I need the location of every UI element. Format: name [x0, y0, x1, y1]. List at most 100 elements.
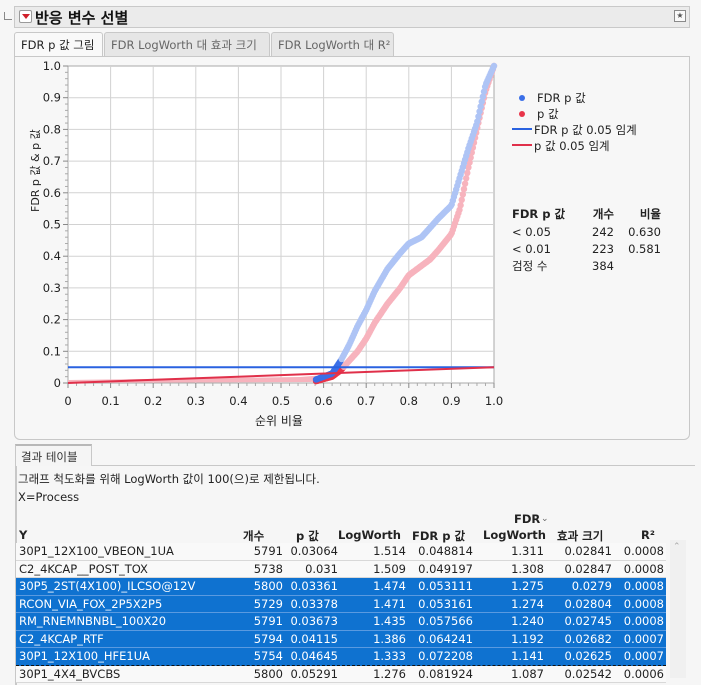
- cell-count: 5800: [253, 579, 283, 593]
- y-tick-label: 0.6: [43, 186, 61, 200]
- col-header-p-value[interactable]: p 값: [296, 529, 319, 543]
- x-axis: 0 0.1 0.2 0.3 0.4 0.5 0.6 0.7 0.8 0.9 1.0: [64, 383, 503, 408]
- cell-count: 5800: [253, 666, 283, 681]
- cell-fdr-logworth: 1.141: [511, 649, 544, 663]
- cell-fdr-logworth: 1.240: [511, 614, 544, 628]
- cell-y: RCON_VIA_FOX_2P5X2P5: [19, 596, 163, 611]
- x-tick-label: 0.8: [400, 394, 418, 408]
- table-row[interactable]: 30P1_12X100_HFE1UA 5754 0.04645 1.333 0.0722…: [16, 648, 666, 666]
- table-row[interactable]: RCON_VIA_FOX_2P5X2P5 5729 0.03378 1.471 0.05…: [16, 595, 666, 613]
- cell-y: C2_4KCAP_RTF: [19, 631, 104, 646]
- summary-cell: 223: [592, 241, 614, 256]
- vertical-scrollbar[interactable]: ⌃: [670, 540, 686, 678]
- cell-p-value: 0.05291: [290, 666, 338, 681]
- blue-line-icon: [512, 128, 532, 130]
- tab-fdr-logworth-vs-effect-size[interactable]: FDR LogWorth 대 효과 크기: [104, 32, 270, 56]
- gridlines: [68, 66, 494, 383]
- summary-cell: [614, 257, 661, 275]
- cell-fdr-p-value: 0.053111: [418, 579, 473, 593]
- y-tick-label: 0.7: [43, 154, 61, 168]
- tab-fdr-p-value-plot[interactable]: FDR p 값 그림: [14, 32, 103, 57]
- fdr-p-value-plot: 00.10.20.30.40.50.60.70.80.91.0 0 0.1 0.2 0…: [43, 59, 503, 408]
- disclosure-triangle-icon[interactable]: [4, 12, 12, 20]
- y-tick-label: 1.0: [43, 59, 61, 73]
- cell-r2: 0.0006: [623, 666, 664, 681]
- table-row[interactable]: RM_RNEMNBNBL_100X20 5791 0.03673 1.435 0.057…: [16, 613, 666, 631]
- cell-fdr-p-value: 0.081924: [418, 666, 473, 681]
- y-tick-label: 0.2: [43, 313, 61, 327]
- summary-cell: 0.581: [628, 241, 661, 256]
- cell-logworth: 1.435: [373, 614, 406, 628]
- legend-item-fdr-threshold[interactable]: FDR p 값 0.05 임계: [510, 122, 637, 138]
- star-window-icon[interactable]: ★: [674, 10, 686, 22]
- table-row[interactable]: C2_4KCAP_RTF 5794 0.04115 1.386 0.064241 1.19…: [16, 630, 666, 648]
- table-header: Y 개수 p 값 LogWorth FDR p 값 FDR LogWorth ⌄…: [16, 505, 666, 543]
- col-header-r2[interactable]: R²: [641, 528, 655, 542]
- cell-fdr-p-value: 0.057566: [418, 614, 473, 628]
- table-row[interactable]: 30P1_4X4_BVCBS 5800 0.05291 1.276 0.081924 1.…: [16, 665, 666, 683]
- outline-title-bar: [14, 6, 690, 28]
- y-tick-label: 0.8: [43, 122, 61, 136]
- cell-y: C2_4KCAP__POST_TOX: [19, 561, 148, 576]
- red-line-icon: [512, 144, 532, 146]
- summary-header: 개수: [592, 207, 614, 221]
- summary-cell: < 0.01: [512, 241, 551, 256]
- cell-logworth: 1.474: [373, 579, 406, 593]
- x-tick-label: 0: [64, 394, 71, 408]
- cell-r2: 0.0008: [623, 579, 664, 593]
- col-header-logworth[interactable]: LogWorth: [338, 528, 401, 542]
- cell-count: 5754: [253, 649, 283, 663]
- cell-fdr-p-value: 0.072208: [418, 649, 473, 663]
- cell-fdr-p-value: 0.048814: [418, 544, 473, 558]
- legend-label: p 값 0.05 임계: [534, 139, 610, 153]
- y-tick-label: 0.3: [43, 281, 61, 295]
- table-row[interactable]: 30P1_12X100_VBEON_1UA 5791 0.03064 1.514 0.0…: [16, 543, 666, 561]
- summary-header: 비율: [639, 207, 661, 221]
- col-header-fdr-logworth-line1[interactable]: FDR: [514, 512, 541, 526]
- legend-item-p[interactable]: p 값: [510, 106, 637, 122]
- scroll-up-icon[interactable]: ⌃: [673, 542, 681, 552]
- chevron-down-icon[interactable]: ⌄: [541, 514, 549, 524]
- tab-results-table[interactable]: 결과 테이블: [15, 444, 92, 466]
- cell-count: 5791: [253, 544, 283, 558]
- outline-title: 반응 변수 선별: [35, 9, 129, 27]
- cell-y: 30P1_4X4_BVCBS: [19, 666, 121, 681]
- cell-fdr-logworth: 1.311: [511, 544, 544, 558]
- tab-fdr-logworth-vs-r2[interactable]: FDR LogWorth 대 R²: [271, 32, 394, 56]
- cell-fdr-logworth: 1.274: [511, 596, 544, 611]
- results-table: Y 개수 p 값 LogWorth FDR p 값 FDR LogWorth ⌄…: [16, 505, 666, 683]
- cell-fdr-logworth: 1.087: [511, 666, 544, 681]
- summary-cell: 384: [592, 259, 614, 273]
- cell-effect-size: 0.02847: [564, 561, 612, 576]
- col-header-count[interactable]: 개수: [243, 529, 265, 543]
- red-dot-icon: [519, 111, 525, 117]
- cell-logworth: 1.333: [373, 649, 406, 663]
- cell-p-value: 0.031: [305, 561, 338, 576]
- p-threshold-line: [67, 366, 495, 384]
- x-tick-label: 0.7: [357, 394, 375, 408]
- cell-logworth: 1.514: [373, 544, 406, 558]
- summary-header: FDR p 값: [512, 207, 566, 221]
- legend: FDR p 값 p 값 FDR p 값 0.05 임계 p 값 0.05 임계: [510, 90, 637, 154]
- cell-fdr-p-value: 0.053161: [418, 596, 473, 611]
- cell-effect-size: 0.02542: [564, 666, 612, 681]
- table-row[interactable]: C2_4KCAP__POST_TOX 5738 0.031 1.509 0.049197…: [16, 560, 666, 578]
- red-triangle-menu-icon[interactable]: [19, 10, 32, 23]
- cell-logworth: 1.386: [373, 631, 406, 646]
- x-axis-label: 순위 비율: [255, 414, 303, 428]
- col-header-fdr-logworth-line2[interactable]: LogWorth: [483, 528, 546, 542]
- cell-logworth: 1.509: [373, 561, 406, 576]
- legend-item-p-threshold[interactable]: p 값 0.05 임계: [510, 138, 637, 154]
- cell-r2: 0.0008: [623, 544, 664, 558]
- y-tick-label: 0.5: [43, 218, 61, 232]
- col-header-effect-size[interactable]: 효과 크기: [557, 529, 604, 543]
- y-axis-label: FDR p 값 & p 값: [29, 129, 42, 212]
- x-tick-label: 1.0: [485, 394, 503, 408]
- legend-item-fdr-p[interactable]: FDR p 값: [510, 90, 637, 106]
- col-header-y[interactable]: Y: [19, 528, 28, 542]
- col-header-fdr-p-value[interactable]: FDR p 값: [412, 529, 466, 543]
- cell-y: 30P1_12X100_HFE1UA: [19, 649, 150, 663]
- y-tick-label: 0.1: [43, 344, 61, 358]
- table-row[interactable]: 30P5_2ST(4X100)_ILCSO@12V 5800 0.03361 1.47…: [16, 578, 666, 596]
- x-tick-label: 0.3: [187, 394, 205, 408]
